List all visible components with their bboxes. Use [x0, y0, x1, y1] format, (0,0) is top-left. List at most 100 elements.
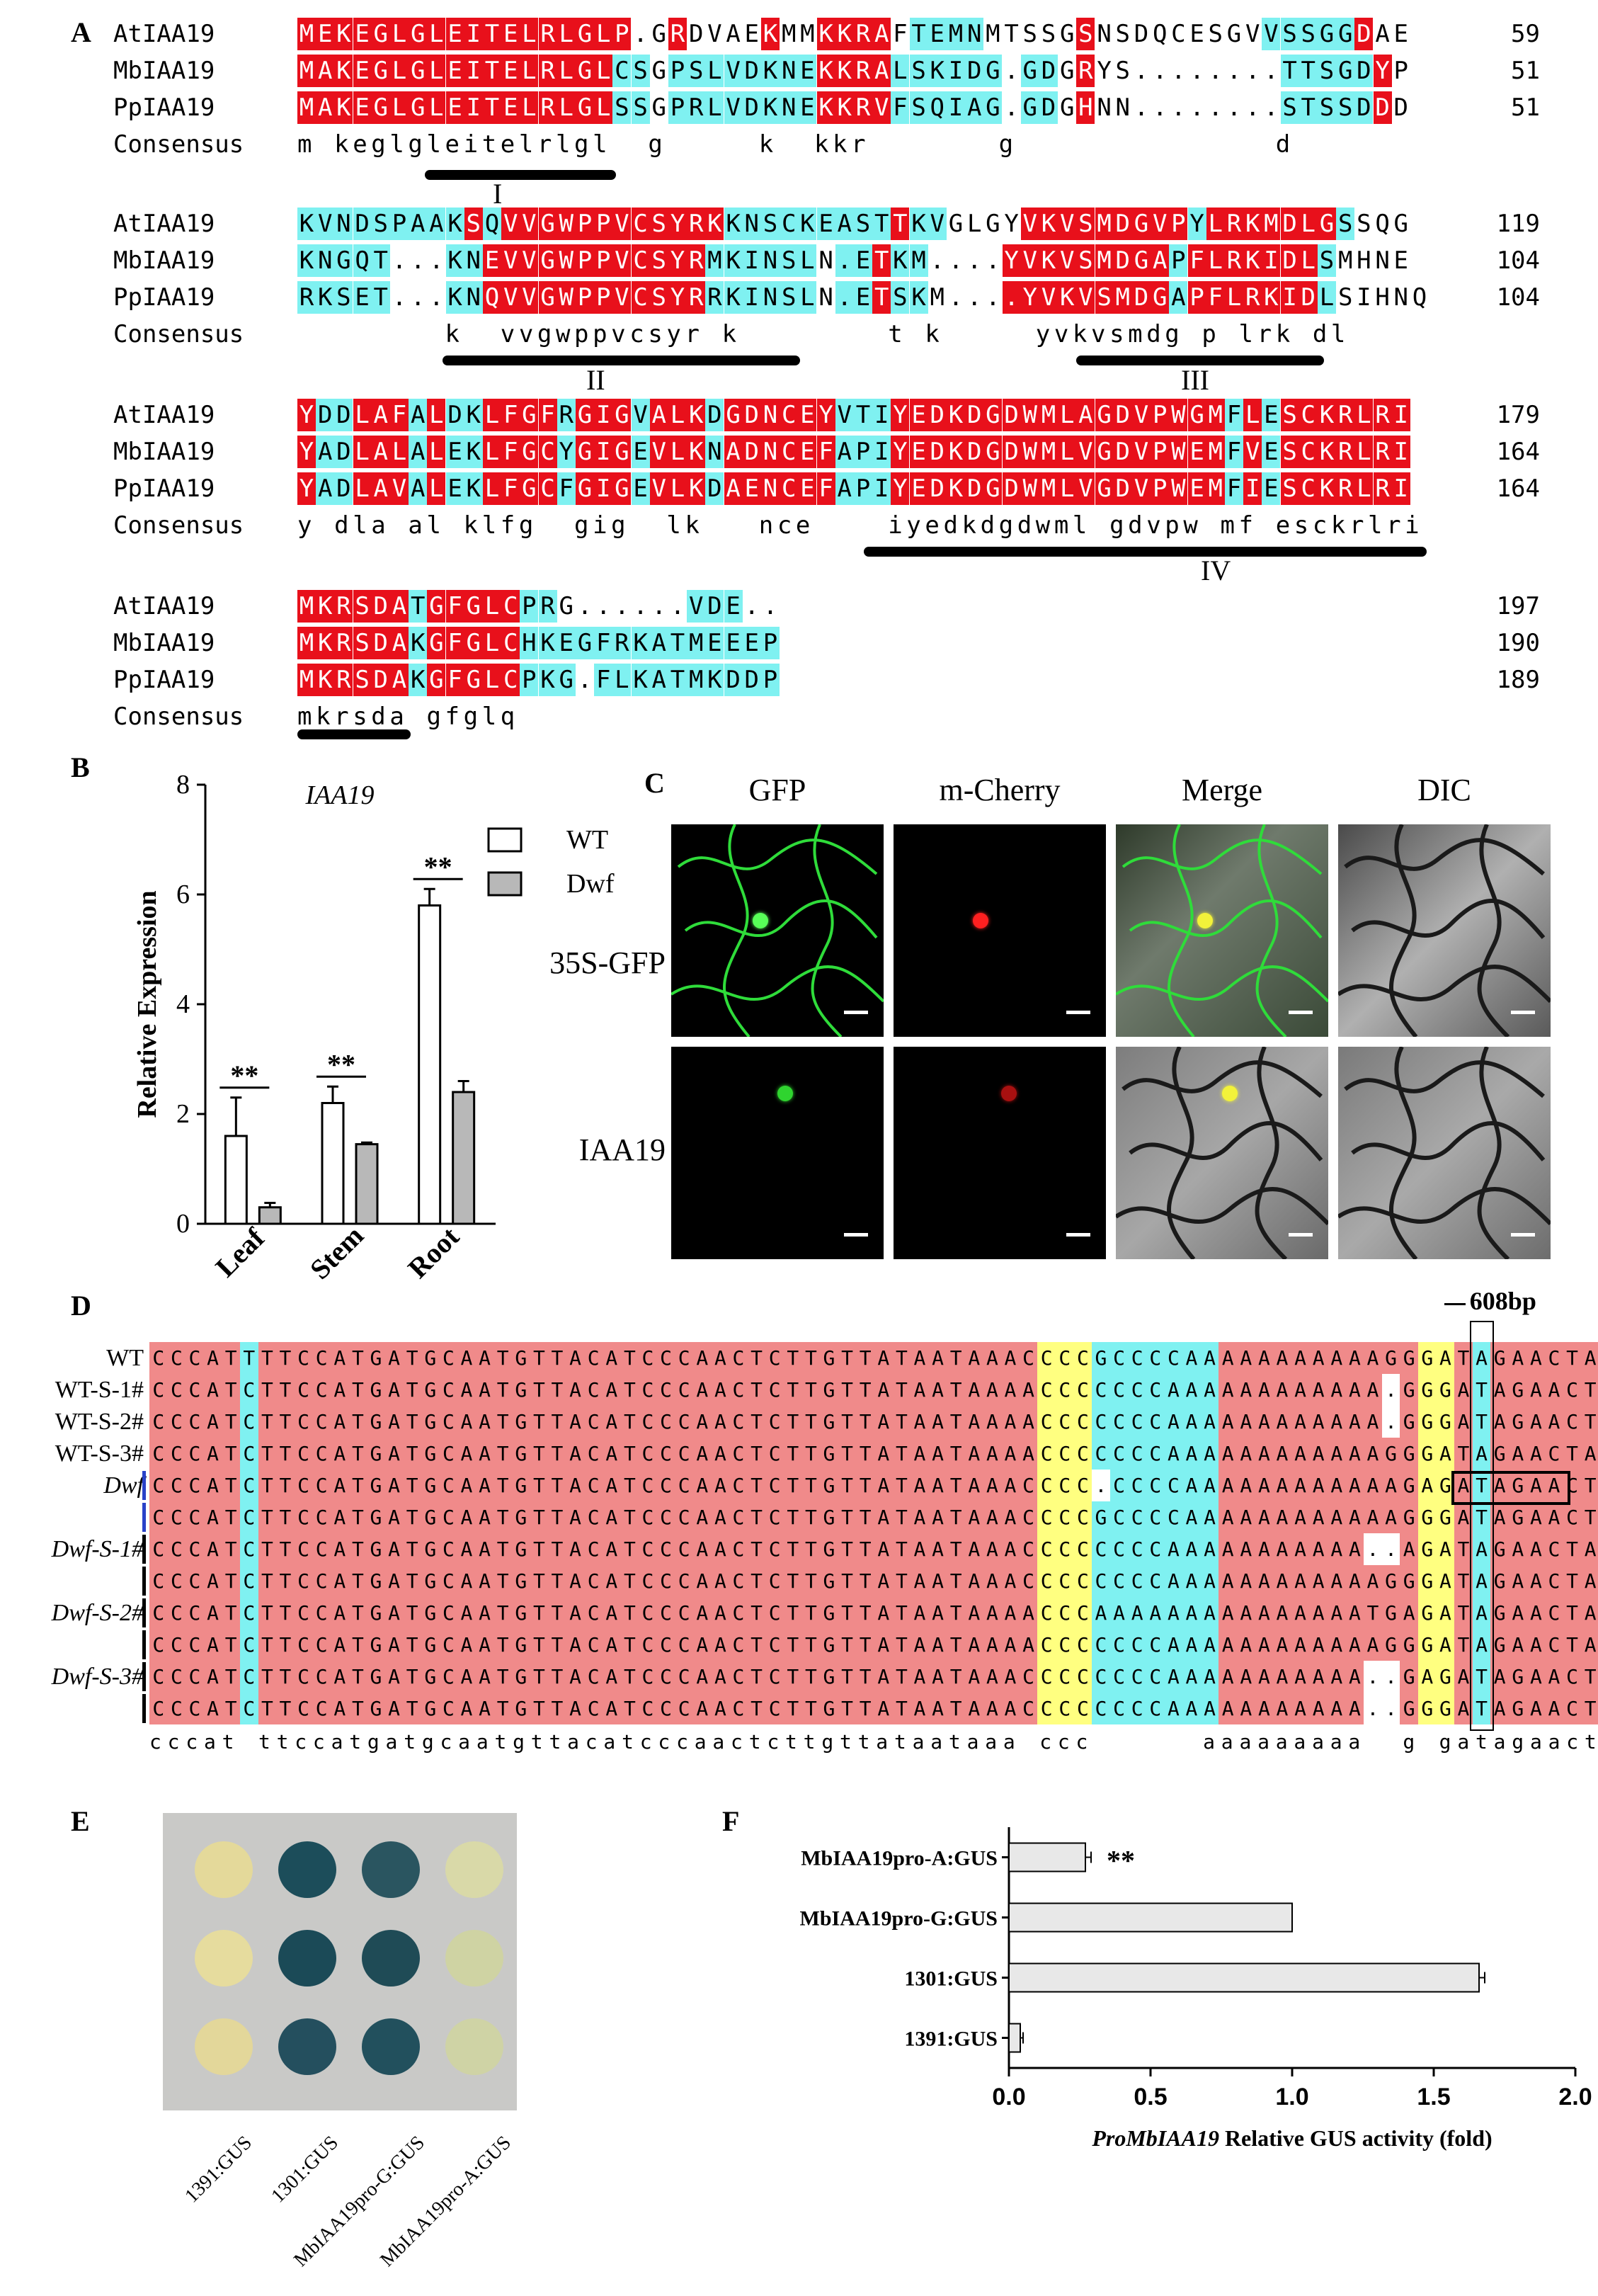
residue: K [724, 244, 743, 277]
marker-tick [1444, 1303, 1466, 1305]
residue: Y [297, 399, 316, 431]
nucleotide: T [856, 1693, 874, 1724]
nucleotide: T [784, 1533, 802, 1565]
residue: . [744, 592, 760, 620]
residue: G [1393, 210, 1409, 238]
nucleotide: A [693, 1629, 712, 1661]
residue: S [334, 281, 353, 314]
residue: P [520, 664, 539, 696]
nucleotide: T [947, 1629, 965, 1661]
residue: E [1262, 436, 1281, 468]
residue: G [334, 244, 353, 277]
nucleotide: T [1563, 1438, 1582, 1470]
residue: G [464, 590, 483, 623]
nucleotide: G [1418, 1565, 1437, 1597]
residue: Y [1002, 244, 1021, 277]
panel-letter-b: B [71, 751, 90, 783]
residue: S [1299, 18, 1318, 50]
nucleotide: T [348, 1470, 367, 1501]
residue: G [576, 472, 594, 505]
residue: . [835, 244, 854, 277]
nucleotide: A [457, 1661, 476, 1693]
nucleotide: T [892, 1501, 911, 1533]
nucleotide: C [149, 1342, 168, 1374]
nucleotide: A [1472, 1438, 1491, 1470]
nucleotide: T [838, 1342, 857, 1374]
residue: G [1226, 20, 1242, 48]
residue: G [409, 55, 428, 87]
residue: S [353, 627, 372, 659]
nucleotide: T [620, 1597, 639, 1629]
nucleotide: A [1418, 1470, 1437, 1501]
sample-name: WT-S-1# [55, 1377, 144, 1403]
nucleotide: T [801, 1501, 821, 1533]
residue: L [705, 91, 724, 124]
nucleotide: A [911, 1565, 929, 1597]
nucleotide: T [620, 1629, 639, 1661]
nucleotide: C [639, 1342, 657, 1374]
nucleotide: A [566, 1693, 585, 1724]
nucleotide: T [403, 1693, 421, 1724]
nucleotide: G [367, 1501, 385, 1533]
nucleotide: G [1418, 1342, 1437, 1374]
nucleotide: A [983, 1629, 1002, 1661]
nucleotide: A [475, 1629, 494, 1661]
nucleotide: T [856, 1406, 874, 1438]
residue: A [371, 436, 390, 468]
nucleotide: C [1056, 1597, 1074, 1629]
residue: T [1299, 91, 1318, 124]
nucleotide: A [1526, 1342, 1546, 1374]
residue: L [427, 91, 446, 124]
nucleotide: C [1109, 1565, 1129, 1597]
nucleotide: C [294, 1374, 313, 1406]
nucleotide: C [186, 1470, 204, 1501]
residue: D [371, 627, 390, 659]
nucleotide: T [403, 1438, 421, 1470]
residue: P [1169, 208, 1188, 240]
nucleotide: T [1454, 1597, 1473, 1629]
nucleotide: G [820, 1342, 838, 1374]
nucleotide: T [530, 1406, 549, 1438]
residue: F [1225, 436, 1243, 468]
residue: G [612, 436, 632, 468]
nucleotide: T [222, 1470, 240, 1501]
residue: . [1245, 57, 1260, 85]
nucleotide: A [1255, 1565, 1274, 1597]
sample-name: Dwf-S-2# [51, 1600, 144, 1626]
nucleotide: T [222, 1597, 240, 1629]
nucleotide: . [1381, 1406, 1400, 1438]
nucleotide: A [1509, 1342, 1527, 1374]
residue: T [483, 55, 501, 87]
nucleotide: T [548, 1406, 566, 1438]
nucleotide: C [1128, 1374, 1146, 1406]
residue: K [909, 281, 928, 314]
residue: G [1187, 399, 1206, 431]
nucleotide: A [1328, 1693, 1346, 1724]
residue: D [1280, 244, 1299, 277]
nucleotide: C [729, 1342, 748, 1374]
residue: R [705, 281, 724, 314]
nucleotide: T [1454, 1565, 1473, 1597]
residue: E [1393, 20, 1409, 48]
nucleotide: A [874, 1501, 893, 1533]
nucleotide: T [947, 1533, 965, 1565]
nucleotide: T [801, 1661, 821, 1693]
nucleotide: T [548, 1438, 566, 1470]
nucleotide: C [675, 1661, 693, 1693]
nucleotide: G [1400, 1565, 1418, 1597]
nucleotide: C [1128, 1342, 1146, 1374]
residue: I [1243, 472, 1262, 505]
residue: Q [1412, 283, 1427, 312]
nucleotide: G [820, 1406, 838, 1438]
residue: I [464, 18, 483, 50]
nucleotide: A [331, 1629, 349, 1661]
nucleotide: T [276, 1693, 295, 1724]
nucleotide: A [566, 1565, 585, 1597]
residue: A [649, 399, 668, 431]
nucleotide: C [1037, 1342, 1056, 1374]
nucleotide: A [203, 1565, 222, 1597]
nucleotide: T [530, 1342, 549, 1374]
residue: V [1132, 399, 1151, 431]
nucleotide: T [1581, 1374, 1598, 1406]
nucleotide: T [892, 1597, 911, 1629]
